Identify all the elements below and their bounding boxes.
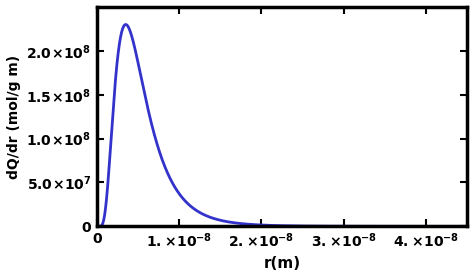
- Y-axis label: dQ/dr (mol/g m): dQ/dr (mol/g m): [7, 54, 21, 179]
- X-axis label: r(m): r(m): [264, 256, 301, 271]
